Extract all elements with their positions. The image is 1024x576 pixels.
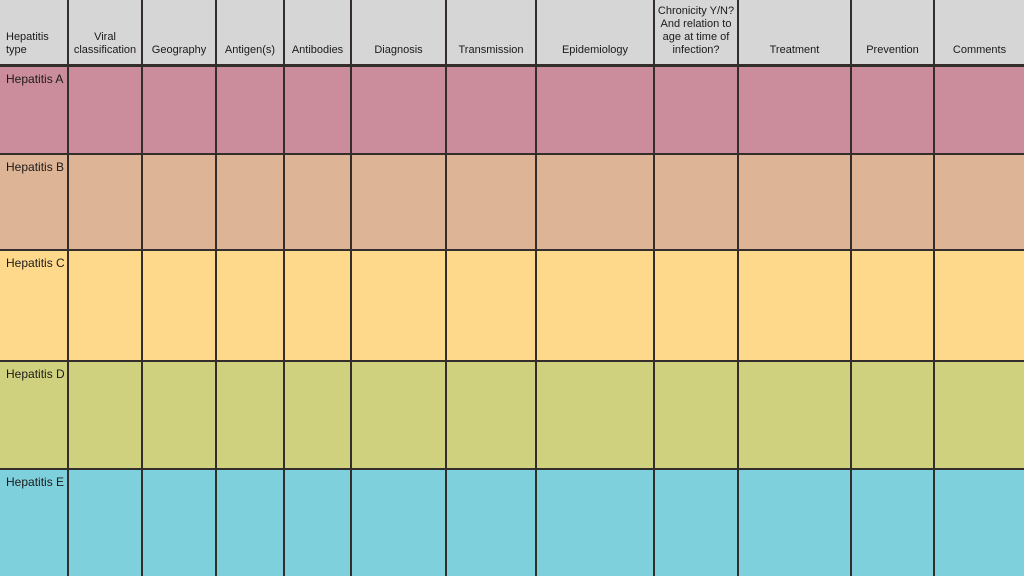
column-header-treatment: Treatment	[739, 0, 852, 64]
table-cell	[217, 155, 285, 249]
table-cell	[447, 470, 537, 576]
row-label-hepatitis-c: Hepatitis C	[0, 251, 69, 360]
row-label-text: Hepatitis C	[6, 256, 65, 270]
row-label-hepatitis-e: Hepatitis E	[0, 470, 69, 576]
header-row: Hepatitis type Viral classification Geog…	[0, 0, 1024, 67]
row-hepatitis-c: Hepatitis C	[0, 251, 1024, 362]
column-header-label: Comments	[952, 44, 1007, 57]
table-cell	[852, 155, 935, 249]
table-cell	[935, 470, 1024, 576]
row-label-hepatitis-b: Hepatitis B	[0, 155, 69, 249]
table-cell	[143, 470, 217, 576]
column-header-viral-classification: Viral classification	[69, 0, 143, 64]
table-cell	[285, 67, 352, 153]
table-cell	[69, 470, 143, 576]
column-header-label: Antigen(s)	[224, 44, 276, 57]
row-label-text: Hepatitis A	[6, 72, 64, 86]
table-cell	[352, 362, 447, 468]
column-header-hepatitis-type: Hepatitis type	[0, 0, 69, 64]
table-cell	[655, 362, 739, 468]
table-cell	[935, 67, 1024, 153]
table-cell	[537, 362, 655, 468]
table-cell	[143, 362, 217, 468]
table-cell	[143, 251, 217, 360]
row-label-text: Hepatitis E	[6, 475, 65, 489]
column-header-geography: Geography	[143, 0, 217, 64]
table-cell	[739, 251, 852, 360]
table-cell	[739, 362, 852, 468]
table-cell	[852, 470, 935, 576]
table-cell	[69, 251, 143, 360]
row-hepatitis-d: Hepatitis D	[0, 362, 1024, 470]
table-cell	[852, 251, 935, 360]
table-cell	[447, 67, 537, 153]
column-header-label: Diagnosis	[374, 44, 423, 57]
column-header-epidemiology: Epidemiology	[537, 0, 655, 64]
column-header-transmission: Transmission	[447, 0, 537, 64]
column-header-antibodies: Antibodies	[285, 0, 352, 64]
column-header-label: Viral classification	[73, 31, 137, 57]
table-cell	[352, 67, 447, 153]
column-header-label: Transmission	[458, 44, 524, 57]
table-cell	[143, 155, 217, 249]
row-hepatitis-b: Hepatitis B	[0, 155, 1024, 251]
table-cell	[852, 362, 935, 468]
table-cell	[655, 67, 739, 153]
row-label-text: Hepatitis D	[6, 367, 65, 381]
table-cell	[739, 155, 852, 249]
table-cell	[739, 67, 852, 153]
row-label-hepatitis-a: Hepatitis A	[0, 67, 69, 153]
table-cell	[935, 251, 1024, 360]
table-cell	[852, 67, 935, 153]
table-cell	[655, 251, 739, 360]
column-header-prevention: Prevention	[852, 0, 935, 64]
table-cell	[447, 155, 537, 249]
row-hepatitis-a: Hepatitis A	[0, 67, 1024, 155]
table-cell	[655, 470, 739, 576]
table-cell	[739, 470, 852, 576]
table-cell	[285, 470, 352, 576]
table-cell	[352, 251, 447, 360]
table-cell	[655, 155, 739, 249]
table-cell	[537, 155, 655, 249]
column-header-label: Chronicity Y/N? And relation to age at t…	[657, 5, 735, 57]
table-cell	[285, 362, 352, 468]
table-cell	[447, 362, 537, 468]
column-header-chronicity: Chronicity Y/N? And relation to age at t…	[655, 0, 739, 64]
table-cell	[537, 251, 655, 360]
table-cell	[217, 67, 285, 153]
table-cell	[935, 362, 1024, 468]
row-hepatitis-e: Hepatitis E	[0, 470, 1024, 576]
row-label-hepatitis-d: Hepatitis D	[0, 362, 69, 468]
column-header-label: Prevention	[866, 44, 919, 57]
table-cell	[285, 155, 352, 249]
table-cell	[537, 470, 655, 576]
table-cell	[217, 362, 285, 468]
column-header-label: Treatment	[769, 44, 820, 57]
column-header-label: Epidemiology	[561, 44, 629, 57]
column-header-label: Antibodies	[291, 44, 344, 57]
column-header-antigens: Antigen(s)	[217, 0, 285, 64]
table-cell	[537, 67, 655, 153]
table-cell	[285, 251, 352, 360]
table-cell	[69, 67, 143, 153]
table-cell	[935, 155, 1024, 249]
table-cell	[217, 470, 285, 576]
table-cell	[143, 67, 217, 153]
table-cell	[352, 155, 447, 249]
column-header-label: Geography	[151, 44, 207, 57]
table-cell	[69, 155, 143, 249]
row-label-text: Hepatitis B	[6, 160, 65, 174]
column-header-comments: Comments	[935, 0, 1024, 64]
table-cell	[447, 251, 537, 360]
table-cell	[217, 251, 285, 360]
table-cell	[69, 362, 143, 468]
table-cell	[352, 470, 447, 576]
column-header-diagnosis: Diagnosis	[352, 0, 447, 64]
column-header-label: Hepatitis type	[6, 31, 49, 57]
